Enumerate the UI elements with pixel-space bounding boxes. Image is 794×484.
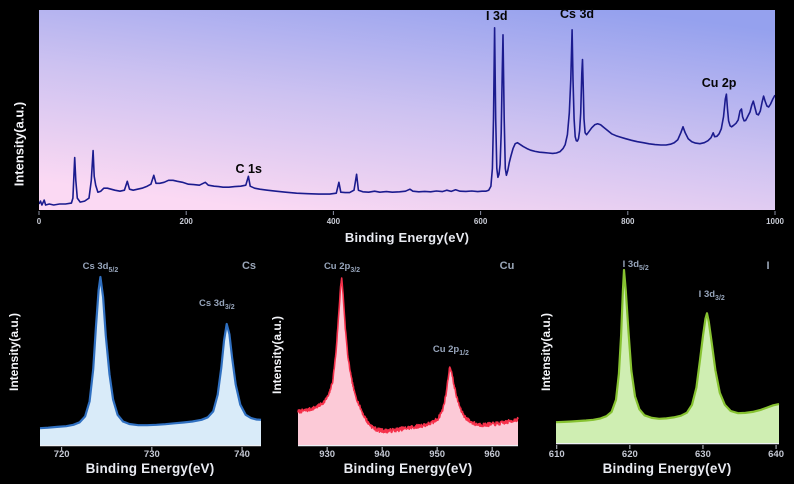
i-x-axis-label: Binding Energy(eV) xyxy=(602,461,732,476)
cu-spectrum-curve xyxy=(297,277,519,434)
i-tick-label: 630 xyxy=(695,449,711,460)
cs-tick-label: 730 xyxy=(143,449,160,460)
cs-spectrum-curve xyxy=(39,275,262,430)
cs-x-axis-label: Binding Energy(eV) xyxy=(85,461,215,476)
peak-annotation-text: Cs 3d xyxy=(198,298,225,309)
survey-tick-label: 1000 xyxy=(766,217,784,226)
survey-panel xyxy=(38,10,776,215)
i3d-panel xyxy=(555,268,780,449)
survey-tick-label: 200 xyxy=(179,217,193,226)
survey-tick-label: 600 xyxy=(473,217,488,226)
i-spectrum-curve xyxy=(555,268,780,424)
cs-peak-annotation: Cs 3d5/2 xyxy=(83,262,119,274)
cs-peak-annotation: Cs 3d3/2 xyxy=(199,299,235,311)
cs3d-panel xyxy=(39,275,262,451)
i-tick-label: 610 xyxy=(548,449,565,460)
i-tick-label: 620 xyxy=(621,449,638,460)
cu-peak-annotation: Cu 2p3/2 xyxy=(324,262,360,274)
i-corner-label: I xyxy=(766,260,770,272)
cu-spectrum-fill xyxy=(298,278,518,445)
cu-tick-label: 930 xyxy=(319,449,336,460)
survey-tick-label: 800 xyxy=(621,217,635,226)
i-peak-annotation: I 3d3/2 xyxy=(699,290,725,302)
cs-tick-label: 720 xyxy=(53,449,70,460)
peak-annotation-text: Cu 2p xyxy=(701,76,737,90)
peak-annotation-text: Cu 2p xyxy=(432,344,460,355)
peak-annotation-subscript: 5/2 xyxy=(108,266,119,274)
cs-y-axis-label: Intensity(a.u.) xyxy=(7,312,21,392)
survey-peak-annotation: Cs 3d xyxy=(560,8,594,21)
survey-peak-annotation: Cu 2p xyxy=(702,77,737,90)
survey-tick-label: 0 xyxy=(36,217,42,226)
cu-peak-annotation: Cu 2p1/2 xyxy=(433,345,469,357)
peak-annotation-subscript: 3/2 xyxy=(224,303,235,311)
survey-spectrum-curve xyxy=(39,26,775,206)
i-tick-label: 640 xyxy=(768,449,784,460)
cu-tick-label: 940 xyxy=(374,449,391,460)
peak-annotation-text: I 3d xyxy=(622,259,640,270)
i-peak-annotation: I 3d5/2 xyxy=(623,260,649,272)
cu-tick-label: 960 xyxy=(484,449,501,460)
survey-plot-background xyxy=(39,10,775,210)
peak-annotation-subscript: 3/2 xyxy=(350,266,361,274)
survey-y-axis-label: Intensity(a.u.) xyxy=(11,101,27,187)
peak-annotation-subscript: 3/2 xyxy=(715,294,725,302)
peak-annotation-text: Cs 3d xyxy=(82,261,109,272)
peak-annotation-subscript: 5/2 xyxy=(639,264,649,272)
peak-annotation-text: C 1s xyxy=(235,162,262,176)
cs-tick-label: 740 xyxy=(234,449,250,460)
survey-peak-annotation: I 3d xyxy=(486,10,508,23)
survey-tick-label: 400 xyxy=(326,217,341,226)
cs-corner-label: Cs xyxy=(241,260,257,272)
cu-x-axis-label: Binding Energy(eV) xyxy=(343,461,473,476)
cu-corner-label: Cu xyxy=(499,260,515,272)
cu-y-axis-label: Intensity(a.u.) xyxy=(270,315,284,395)
i-spectrum-fill xyxy=(556,270,779,443)
survey-peak-annotation: C 1s xyxy=(236,163,262,176)
cu2p-panel xyxy=(297,277,519,451)
peak-annotation-subscript: 1/2 xyxy=(459,349,469,357)
peak-annotation-text: Cu 2p xyxy=(323,261,351,272)
peak-annotation-text: I 3d xyxy=(486,9,508,23)
peak-annotation-text: Cs 3d xyxy=(559,7,595,21)
cs-spectrum-fill xyxy=(40,277,261,445)
survey-x-axis-label: Binding Energy(eV) xyxy=(344,230,470,245)
cu-tick-label: 950 xyxy=(429,449,446,460)
peak-annotation-text: I 3d xyxy=(698,289,716,300)
i-y-axis-label: Intensity(a.u.) xyxy=(539,312,553,392)
